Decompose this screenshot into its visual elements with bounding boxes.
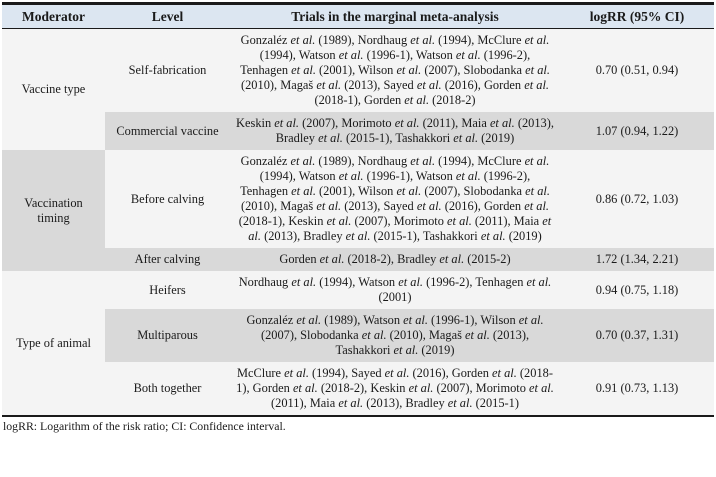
level-cell: Both together — [133, 381, 202, 395]
header-level: Level — [105, 3, 230, 29]
trials-cell: Gonzaléz et al. (1989), Watson et al. (1… — [230, 309, 560, 362]
logrr-cell: 0.91 (0.73, 1.13) — [595, 381, 679, 395]
table-row: Vaccination timing Before calving Gonzal… — [2, 150, 714, 271]
table-footnote: logRR: Logarithm of the risk ratio; CI: … — [3, 419, 286, 433]
table-row: After calving Gorden et al. (2018-2), Br… — [2, 248, 714, 271]
moderator-cell-vaccine-type: Vaccine type — [21, 82, 86, 96]
trials-cell: Gorden et al. (2018-2), Bradley et al. (… — [230, 248, 560, 271]
moderator-cell-vaccination-timing: Vaccination timing — [2, 150, 105, 271]
logrr-cell: 0.70 (0.51, 0.94) — [595, 63, 679, 77]
header-trials: Trials in the marginal meta-analysis — [230, 3, 560, 29]
level-cell: Commercial vaccine — [105, 112, 230, 150]
trials-cell: Nordhaug et al. (1994), Watson et al. (1… — [238, 275, 552, 304]
level-cell: After calving — [105, 248, 230, 271]
header-logrr: logRR (95% CI) — [560, 3, 714, 29]
level-cell: Self-fabrication — [128, 63, 207, 77]
header-moderator: Moderator — [2, 3, 105, 29]
table-row: Both together McClure et al. (1994), Say… — [2, 362, 714, 416]
table-row: Multiparous Gonzaléz et al. (1989), Wats… — [2, 309, 714, 362]
trials-cell: McClure et al. (1994), Sayed et al. (201… — [236, 366, 554, 410]
logrr-cell: 1.72 (1.34, 2.21) — [560, 248, 714, 271]
trials-cell: Gonzaléz et al. (1989), Nordhaug et al. … — [240, 33, 550, 107]
table-header-row: Moderator Level Trials in the marginal m… — [2, 3, 714, 29]
logrr-cell: 1.07 (0.94, 1.22) — [560, 112, 714, 150]
logrr-cell: 0.94 (0.75, 1.18) — [595, 282, 679, 297]
moderator-cell-type-of-animal: Type of animal — [16, 335, 91, 350]
level-cell: Before calving — [130, 191, 205, 206]
logrr-cell: 0.86 (0.72, 1.03) — [595, 191, 679, 206]
level-cell: Heifers — [149, 282, 186, 297]
table-row: Commercial vaccine Keskin et al. (2007),… — [2, 112, 714, 150]
level-cell: Multiparous — [105, 309, 230, 362]
logrr-cell: 0.70 (0.37, 1.31) — [560, 309, 714, 362]
table-row: Type of animal Heifers Nordhaug et al. (… — [2, 271, 714, 350]
table-row: Vaccine type Self-fabrication Gonzaléz e… — [2, 29, 714, 113]
trials-cell: Keskin et al. (2007), Morimoto et al. (2… — [230, 112, 560, 150]
moderator-meta-analysis-table: Moderator Level Trials in the marginal m… — [2, 2, 714, 417]
trials-cell: Gonzaléz et al. (1989), Nordhaug et al. … — [238, 154, 552, 243]
